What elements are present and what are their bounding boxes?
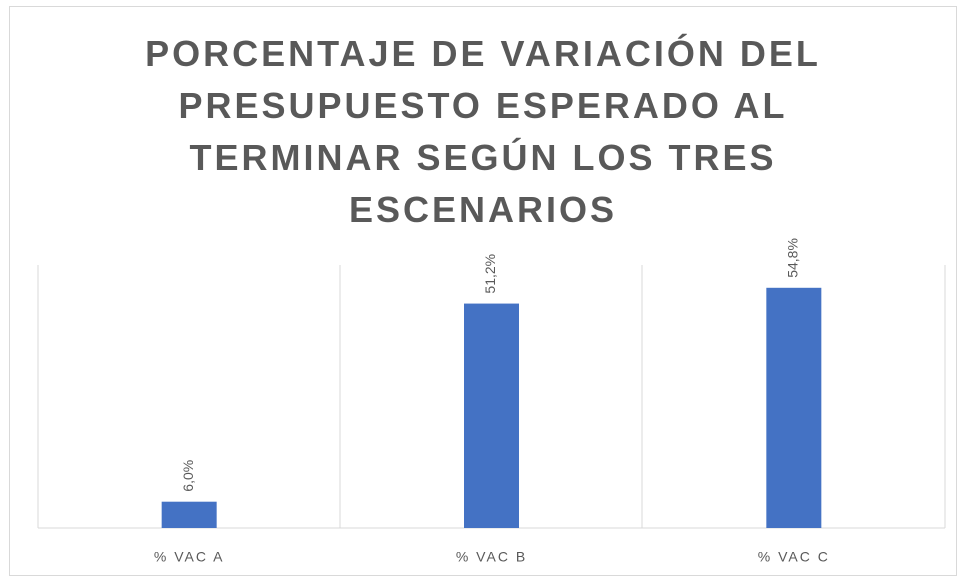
x-tick-label: % VAC C [758, 549, 830, 565]
chart-border [9, 6, 957, 576]
x-tick-label: % VAC A [154, 549, 225, 565]
bar [464, 303, 519, 528]
data-label: 51,2% [482, 254, 498, 294]
data-label: 6,0% [180, 460, 196, 492]
data-label: 54,8% [785, 238, 801, 278]
chart-title: PORCENTAJE DE VARIACIÓN DEL PRESUPUESTO … [145, 33, 821, 230]
bar [161, 501, 217, 528]
x-tick-label: % VAC B [456, 549, 527, 565]
bar [766, 287, 822, 528]
